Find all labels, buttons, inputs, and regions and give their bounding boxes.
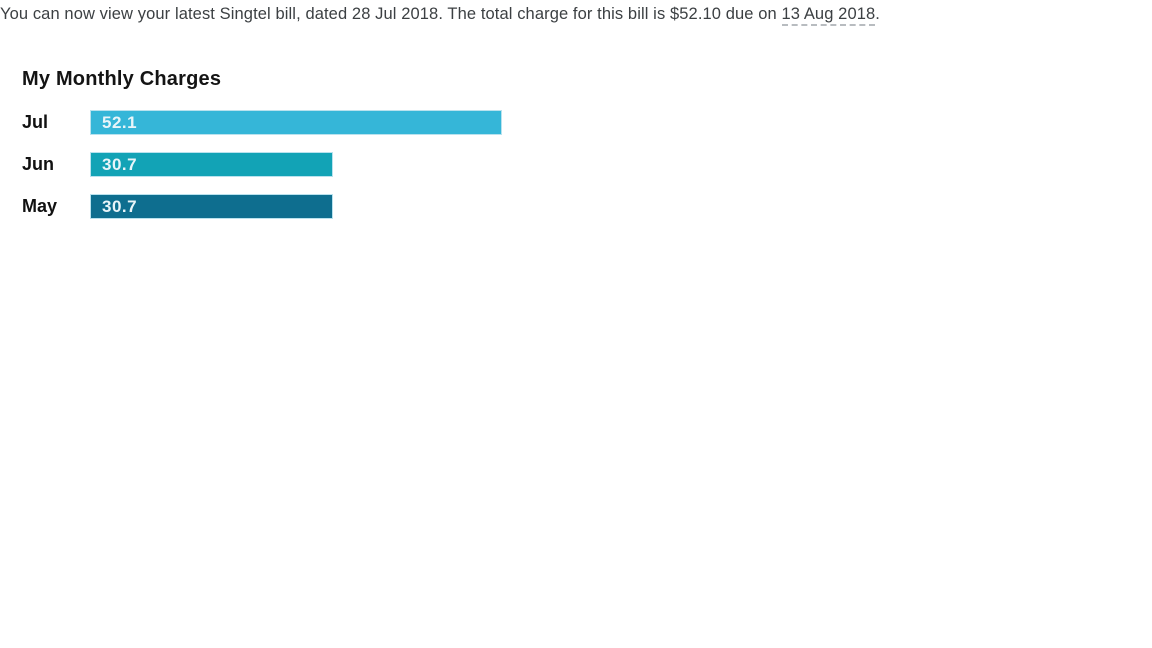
bar-jul: 52.1 <box>90 110 502 135</box>
bar-value-label-may: 30.7 <box>102 196 138 216</box>
bar-may: 30.7 <box>90 194 333 219</box>
message-after-text: . <box>875 5 880 23</box>
category-label-may: May <box>22 196 58 216</box>
message-before-text: You can now view your latest Singtel bil… <box>0 5 782 23</box>
chart-row-jun: Jun 30.7 <box>22 152 502 177</box>
chart-row-jul: Jul 52.1 <box>22 110 502 135</box>
category-label-jun: Jun <box>22 154 55 174</box>
due-date-text[interactable]: 13 Aug 2018 <box>781 5 876 26</box>
bar-value-label-jun: 30.7 <box>102 154 138 174</box>
chart-row-may: May 30.7 <box>22 194 502 219</box>
category-label-jul: Jul <box>22 112 49 132</box>
bill-notification-text: You can now view your latest Singtel bil… <box>0 2 1060 26</box>
bar-jun: 30.7 <box>90 152 333 177</box>
chart-rows: Jul 52.1 Jun 30.7 May 30.7 <box>22 110 502 236</box>
bar-value-label-jul: 52.1 <box>102 112 138 132</box>
chart-title: My Monthly Charges <box>22 68 222 90</box>
